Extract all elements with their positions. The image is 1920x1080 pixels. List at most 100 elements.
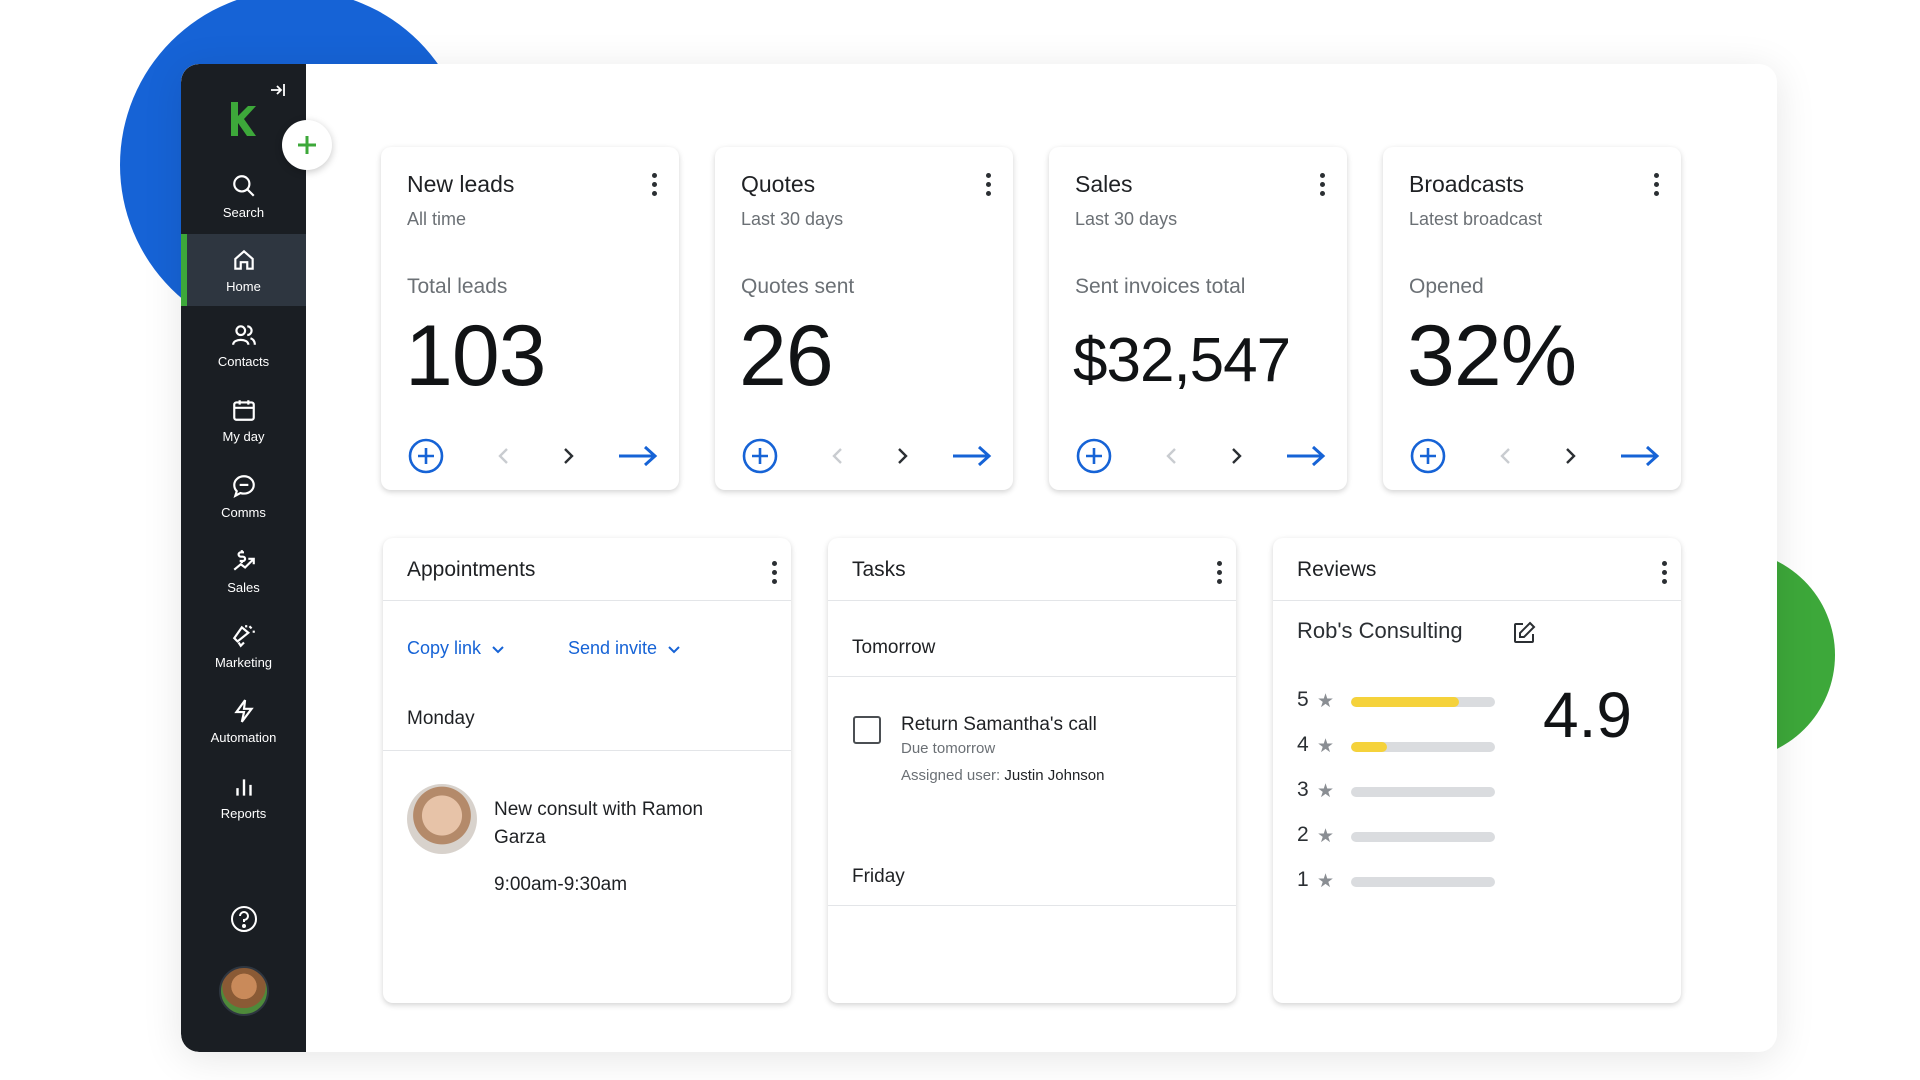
- chevron-left-icon[interactable]: [1495, 445, 1517, 467]
- sidebar-item-search[interactable]: Search: [181, 160, 306, 232]
- card-subtitle: All time: [407, 209, 467, 229]
- card-subtitle: Last 30 days: [1075, 209, 1178, 229]
- card-title: Sales: [1075, 171, 1133, 197]
- more-options-icon[interactable]: [1653, 173, 1659, 197]
- sidebar-item-label: Sales: [227, 579, 260, 595]
- chevron-right-icon[interactable]: [557, 445, 579, 467]
- arrow-right-icon[interactable]: [617, 443, 659, 469]
- star-count: 5: [1297, 688, 1309, 711]
- star-icon: ★: [1317, 691, 1335, 712]
- card-title: Broadcasts: [1409, 171, 1525, 197]
- bar-chart-icon: [235, 778, 252, 796]
- sidebar-item-label: My day: [222, 428, 265, 444]
- rating-row-5: 5 ★: [1297, 688, 1497, 714]
- sidebar-item-contacts[interactable]: Contacts: [181, 309, 306, 381]
- chevron-left-icon[interactable]: [1161, 445, 1183, 467]
- more-options-icon[interactable]: [985, 173, 991, 197]
- sidebar-item-comms[interactable]: Comms: [181, 460, 306, 532]
- appointment-time: 9:00am-9:30am: [494, 874, 628, 895]
- contact-avatar: [407, 784, 477, 854]
- user-avatar[interactable]: [219, 966, 269, 1016]
- rating-bar: [1351, 877, 1495, 887]
- sidebar-item-label: Automation: [210, 729, 277, 745]
- tasks-panel: Tasks Tomorrow Return Samantha's call Du…: [828, 538, 1236, 1003]
- chevron-down-icon: [668, 645, 680, 653]
- metric-card-new-leads: New leads All time Total leads 103: [381, 147, 679, 490]
- quick-add-button[interactable]: [282, 120, 332, 170]
- collapse-sidebar-icon[interactable]: [268, 80, 288, 100]
- task-title[interactable]: Return Samantha's call: [901, 714, 1097, 735]
- star-icon: ★: [1317, 826, 1335, 847]
- add-circle-icon[interactable]: [1409, 437, 1447, 475]
- chevron-right-icon[interactable]: [891, 445, 913, 467]
- metric-value: 32%: [1407, 308, 1577, 404]
- sidebar-item-home[interactable]: Home: [181, 234, 306, 306]
- appointment-title[interactable]: New consult with Ramon Garza: [494, 799, 704, 848]
- rating-row-3: 3 ★: [1297, 778, 1497, 804]
- sidebar-item-sales[interactable]: Sales: [181, 535, 306, 607]
- star-icon: ★: [1317, 781, 1335, 802]
- copy-link-dropdown[interactable]: Copy link: [407, 638, 505, 659]
- divider: [1273, 600, 1681, 601]
- more-options-icon[interactable]: [771, 561, 777, 585]
- day-heading: Friday: [852, 866, 905, 887]
- arrow-right-icon[interactable]: [1619, 443, 1661, 469]
- chevron-left-icon[interactable]: [493, 445, 515, 467]
- divider: [828, 676, 1236, 677]
- metric-card-quotes: Quotes Last 30 days Quotes sent 26: [715, 147, 1013, 490]
- reviews-panel: Reviews Rob's Consulting 4.9 5 ★ 4 ★ 3 ★…: [1273, 538, 1681, 1003]
- divider: [383, 750, 791, 751]
- edit-icon[interactable]: [1511, 620, 1537, 646]
- card-title: Quotes: [741, 171, 816, 197]
- metric-label: Sent invoices total: [1075, 275, 1246, 298]
- arrow-right-icon[interactable]: [951, 443, 993, 469]
- star-count: 1: [1297, 868, 1309, 891]
- sidebar-item-label: Home: [226, 278, 261, 294]
- task-assigned: Assigned user: Justin Johnson: [901, 767, 1104, 784]
- arrow-right-icon[interactable]: [1285, 443, 1327, 469]
- chevron-left-icon[interactable]: [827, 445, 849, 467]
- metric-value: $32,547: [1073, 326, 1291, 395]
- contacts-icon: [231, 324, 256, 345]
- send-invite-dropdown[interactable]: Send invite: [568, 638, 681, 659]
- sales-icon: [233, 549, 255, 570]
- add-circle-icon[interactable]: [1075, 437, 1113, 475]
- card-actions: [407, 437, 661, 475]
- star-count: 4: [1297, 733, 1309, 756]
- more-options-icon[interactable]: [1216, 561, 1222, 585]
- chevron-right-icon[interactable]: [1225, 445, 1247, 467]
- card-subtitle: Last 30 days: [741, 209, 844, 229]
- chevron-down-icon: [492, 645, 504, 653]
- sidebar-item-automation[interactable]: Automation: [181, 685, 306, 757]
- more-options-icon[interactable]: [1319, 173, 1325, 197]
- rating-row-2: 2 ★: [1297, 823, 1497, 849]
- metric-label: Opened: [1409, 275, 1484, 298]
- add-circle-icon[interactable]: [741, 437, 779, 475]
- megaphone-icon: [232, 624, 255, 647]
- star-count: 2: [1297, 823, 1309, 846]
- business-name: Rob's Consulting: [1297, 618, 1463, 643]
- plus-icon: [298, 136, 316, 154]
- chevron-right-icon[interactable]: [1559, 445, 1581, 467]
- divider: [828, 905, 1236, 906]
- average-rating: 4.9: [1543, 679, 1632, 751]
- help-icon[interactable]: [229, 904, 259, 934]
- more-options-icon[interactable]: [1661, 561, 1667, 585]
- calendar-icon: [232, 399, 255, 421]
- rating-row-1: 1 ★: [1297, 868, 1497, 894]
- chat-icon: [232, 474, 255, 498]
- star-count: 3: [1297, 778, 1309, 801]
- add-circle-icon[interactable]: [407, 437, 445, 475]
- rating-bar: [1351, 832, 1495, 842]
- task-checkbox[interactable]: [853, 716, 881, 744]
- lightning-icon: [233, 699, 254, 722]
- card-subtitle: Latest broadcast: [1409, 209, 1543, 229]
- rating-bar: [1351, 787, 1495, 797]
- sidebar-item-reports[interactable]: Reports: [181, 761, 306, 833]
- more-options-icon[interactable]: [651, 173, 657, 197]
- sidebar-item-my-day[interactable]: My day: [181, 384, 306, 456]
- day-heading: Monday: [407, 708, 475, 729]
- sidebar-item-marketing[interactable]: Marketing: [181, 610, 306, 682]
- divider: [383, 600, 791, 601]
- keap-logo: [231, 102, 256, 136]
